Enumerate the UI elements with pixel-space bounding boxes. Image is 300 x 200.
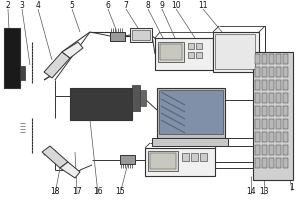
Bar — [213, 32, 259, 72]
Bar — [182, 153, 189, 161]
Bar — [283, 93, 288, 103]
Text: 17: 17 — [72, 186, 82, 196]
Bar — [255, 80, 260, 90]
Text: 13: 13 — [259, 186, 269, 196]
Bar — [262, 54, 267, 64]
Bar — [262, 80, 267, 90]
Bar — [283, 119, 288, 129]
Bar — [269, 80, 274, 90]
Bar — [196, 43, 202, 49]
Bar — [132, 85, 140, 111]
Text: 8: 8 — [146, 1, 150, 10]
Bar — [283, 54, 288, 64]
Text: 6: 6 — [106, 1, 110, 10]
Bar — [262, 106, 267, 116]
Bar — [196, 52, 202, 58]
Bar — [255, 158, 260, 168]
Bar — [269, 67, 274, 77]
Text: 10: 10 — [171, 1, 181, 10]
Text: 3: 3 — [20, 1, 24, 10]
Bar — [159, 90, 223, 134]
Bar — [70, 88, 132, 120]
Bar — [130, 28, 152, 42]
Bar — [276, 132, 281, 142]
Bar — [4, 28, 20, 88]
Bar — [255, 93, 260, 103]
Text: 18: 18 — [50, 186, 60, 196]
Bar — [262, 119, 267, 129]
Bar — [255, 132, 260, 142]
Bar — [276, 54, 281, 64]
Polygon shape — [44, 52, 70, 78]
Bar — [160, 44, 182, 60]
Bar — [140, 90, 146, 106]
Polygon shape — [62, 42, 83, 58]
Bar — [283, 80, 288, 90]
Text: 7: 7 — [124, 1, 128, 10]
Bar — [262, 132, 267, 142]
Bar — [188, 43, 194, 49]
Text: 5: 5 — [70, 1, 74, 10]
Bar — [276, 80, 281, 90]
Bar — [262, 67, 267, 77]
Polygon shape — [42, 146, 68, 168]
Bar — [262, 158, 267, 168]
Bar — [155, 38, 213, 70]
Bar — [120, 155, 135, 164]
Bar — [188, 52, 194, 58]
Bar — [152, 138, 228, 146]
Bar — [262, 93, 267, 103]
Text: 4: 4 — [36, 1, 40, 10]
Bar — [283, 67, 288, 77]
Bar — [283, 145, 288, 155]
Bar — [269, 145, 274, 155]
Bar — [215, 34, 255, 69]
Bar — [269, 158, 274, 168]
Bar — [200, 153, 207, 161]
Bar — [269, 106, 274, 116]
Bar — [110, 32, 125, 41]
Bar — [20, 66, 25, 80]
Text: 1: 1 — [290, 184, 294, 192]
Bar — [276, 106, 281, 116]
Bar — [255, 145, 260, 155]
Bar — [255, 54, 260, 64]
Bar — [269, 54, 274, 64]
Bar — [283, 106, 288, 116]
Bar — [157, 88, 225, 138]
Bar — [255, 106, 260, 116]
Bar — [148, 151, 178, 171]
Bar — [255, 67, 260, 77]
Bar — [255, 119, 260, 129]
Bar — [269, 119, 274, 129]
Text: 16: 16 — [93, 186, 103, 196]
Bar — [253, 52, 293, 180]
Bar — [283, 158, 288, 168]
Polygon shape — [60, 162, 80, 178]
Bar — [132, 30, 150, 40]
Bar — [276, 145, 281, 155]
Bar — [269, 132, 274, 142]
Text: 2: 2 — [6, 1, 10, 10]
Text: 14: 14 — [246, 186, 256, 196]
Bar — [276, 67, 281, 77]
Bar — [150, 153, 176, 169]
Text: 11: 11 — [198, 1, 208, 10]
Bar — [145, 148, 215, 176]
Bar — [276, 93, 281, 103]
Bar — [158, 42, 184, 62]
Bar — [283, 132, 288, 142]
Bar — [262, 145, 267, 155]
Bar — [191, 153, 198, 161]
Text: 15: 15 — [115, 186, 125, 196]
Bar — [276, 119, 281, 129]
Bar — [269, 93, 274, 103]
Bar — [276, 158, 281, 168]
Text: 9: 9 — [160, 1, 164, 10]
